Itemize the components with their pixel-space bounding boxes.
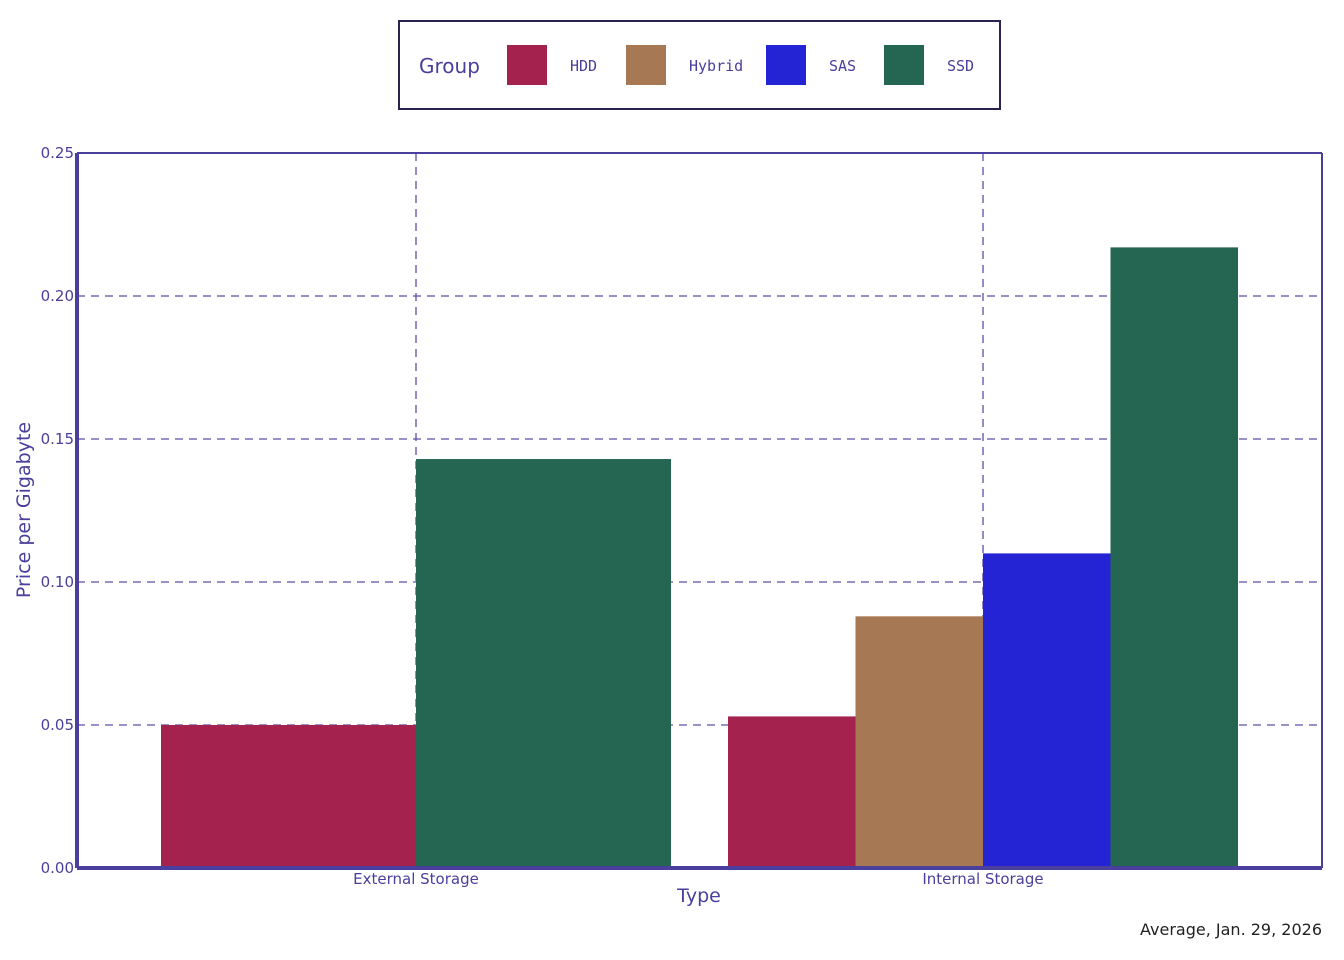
chart-caption: Average, Jan. 29, 2026 bbox=[1140, 920, 1322, 939]
y-tick-label: 0.05 bbox=[41, 716, 74, 734]
legend-swatch-hdd bbox=[507, 45, 547, 85]
legend-entries: HDD Hybrid SAS SSD bbox=[507, 45, 974, 85]
legend-swatch-ssd bbox=[884, 45, 924, 85]
bar-ssd-external-storage bbox=[416, 459, 671, 868]
y-tick-label: 0.20 bbox=[41, 287, 74, 305]
y-tick-label: 0.25 bbox=[41, 144, 74, 162]
y-axis-ticks: 0.00 0.05 0.10 0.15 0.20 0.25 bbox=[41, 144, 74, 877]
y-tick-label: 0.15 bbox=[41, 430, 74, 448]
y-tick-label: 0.10 bbox=[41, 573, 74, 591]
bar-sas-internal-storage bbox=[983, 553, 1111, 868]
legend: Group HDD Hybrid SAS SSD bbox=[398, 20, 1001, 110]
legend-label-sas: SAS bbox=[829, 57, 856, 75]
legend-swatch-sas bbox=[766, 45, 806, 85]
bar-hybrid-internal-storage bbox=[855, 616, 983, 868]
x-axis-ticks: External Storage Internal Storage bbox=[353, 870, 1043, 888]
y-axis-title: Price per Gigabyte bbox=[13, 422, 35, 598]
bar-ssd-internal-storage bbox=[1110, 247, 1238, 868]
y-tick-label: 0.00 bbox=[41, 859, 74, 877]
plot-area: 0.00 0.05 0.10 0.15 0.20 0.25 External Storag… bbox=[41, 144, 1323, 888]
bars bbox=[161, 247, 1238, 868]
x-axis-title: Type bbox=[676, 885, 721, 907]
bar-hdd-external-storage bbox=[161, 725, 416, 868]
legend-title: Group bbox=[419, 54, 480, 78]
legend-label-hdd: HDD bbox=[570, 57, 597, 75]
x-tick-label: External Storage bbox=[353, 870, 479, 888]
x-tick-label: Internal Storage bbox=[922, 870, 1043, 888]
axes bbox=[75, 152, 1323, 870]
legend-swatch-hybrid bbox=[626, 45, 666, 85]
legend-label-hybrid: Hybrid bbox=[689, 57, 743, 75]
bar-hdd-internal-storage bbox=[728, 716, 856, 868]
legend-label-ssd: SSD bbox=[947, 57, 974, 75]
